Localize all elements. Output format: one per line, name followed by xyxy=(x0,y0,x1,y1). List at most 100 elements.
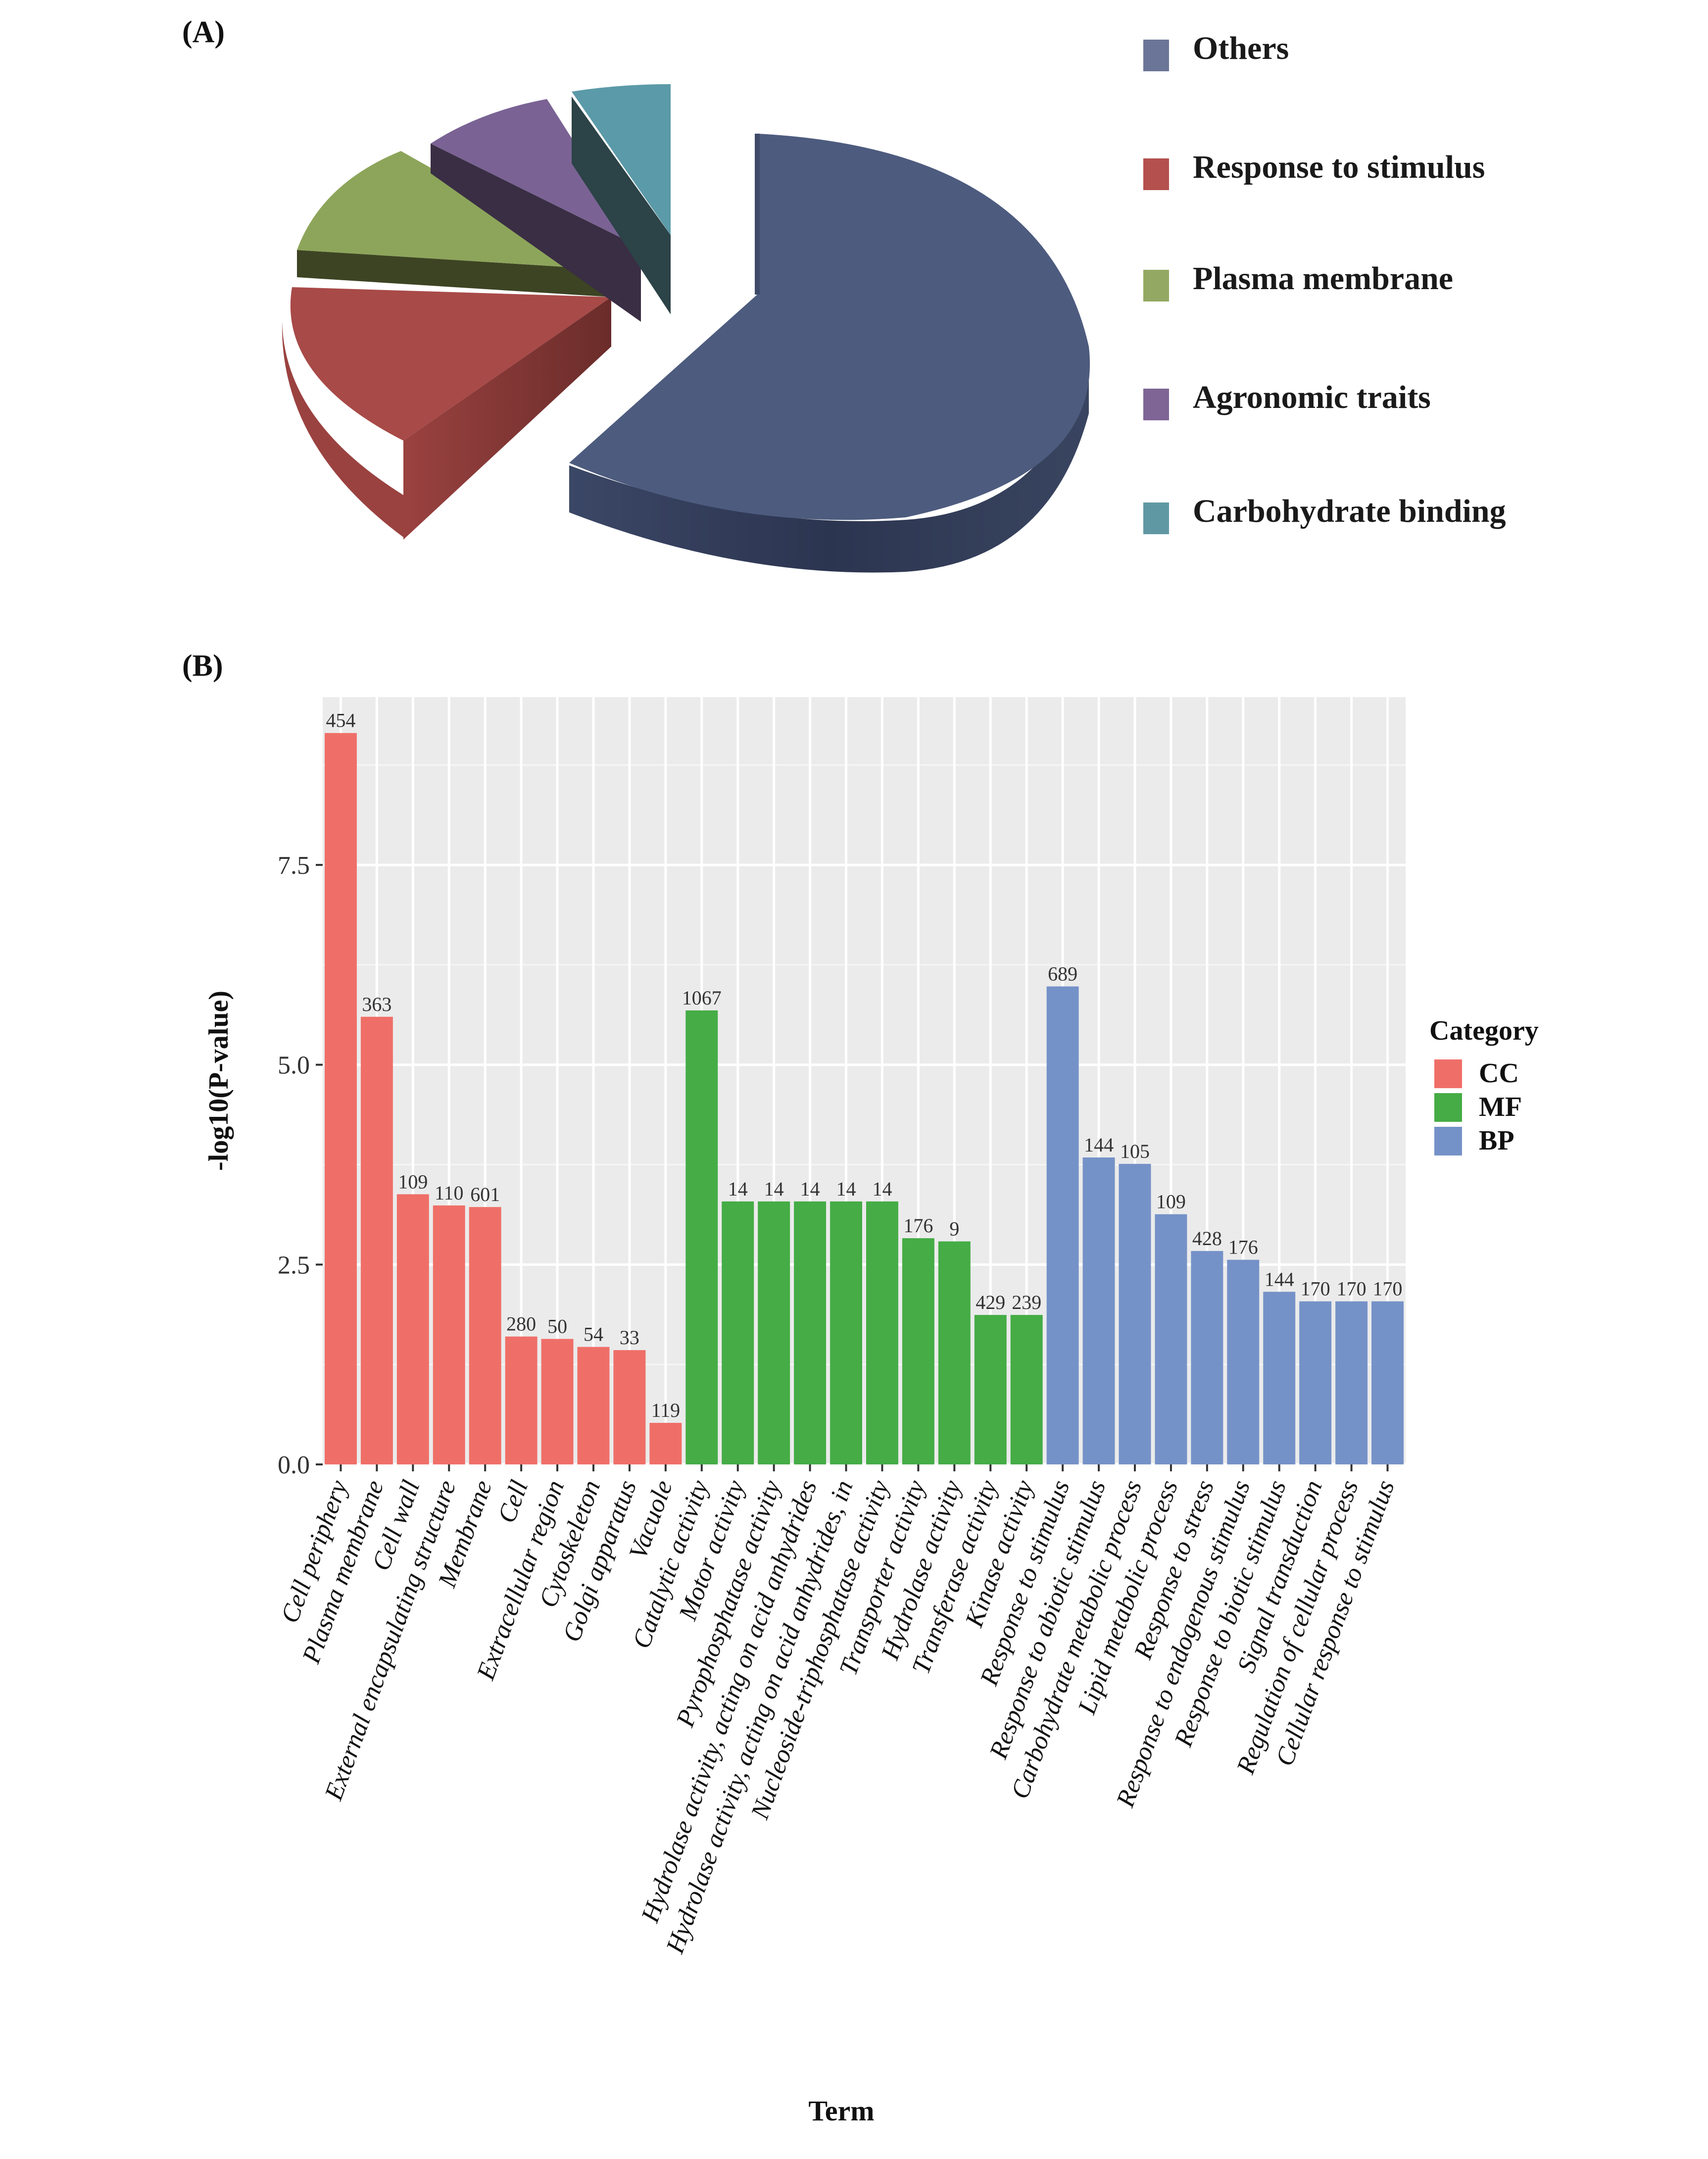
bar-data-label: 280 xyxy=(506,1313,536,1335)
panel-a-label: (A) xyxy=(182,15,225,49)
x-tick-label: Motor activity xyxy=(674,1476,750,1624)
bar-data-label: 601 xyxy=(470,1183,500,1205)
x-tick-label-line: Transporter activity xyxy=(834,1476,931,1679)
x-tick-label: Plasma membrane xyxy=(297,1477,390,1668)
x-tick-label-line: Transferase activity xyxy=(907,1476,1003,1678)
legend-swatch xyxy=(1143,158,1169,190)
legend-title: Category xyxy=(1429,1015,1539,1046)
bar xyxy=(649,1423,682,1464)
x-tick-label: Transporter activity xyxy=(834,1476,931,1679)
bar-data-label: 109 xyxy=(1156,1191,1186,1213)
x-tick-label-line: Plasma membrane xyxy=(297,1477,390,1668)
x-tick-label-line: Vacuole xyxy=(624,1477,678,1563)
y-tick-label: 2.5 xyxy=(278,1251,310,1279)
x-tick-label: Hydrolase activity, acting on acid anhyd… xyxy=(661,1477,859,1958)
x-tick-label: Response to abiotic stimulus xyxy=(984,1477,1111,1763)
x-axis-title: Term xyxy=(808,2095,875,2127)
x-tick-label: Regulation of cellular process xyxy=(1231,1477,1364,1778)
legend-swatch xyxy=(1143,40,1169,71)
x-tick-label-line: Response to biotic stimulus xyxy=(1169,1477,1292,1751)
x-tick-label-line: Regulation of cellular process xyxy=(1231,1477,1364,1778)
bar xyxy=(1335,1301,1368,1464)
x-tick-label: Response to stress xyxy=(1128,1477,1220,1663)
legend-label: BP xyxy=(1479,1125,1514,1156)
x-tick-label-line: Kinase activity xyxy=(960,1476,1039,1631)
bar-data-label: 454 xyxy=(326,709,355,732)
bar xyxy=(613,1350,646,1464)
legend-label: CC xyxy=(1479,1058,1519,1089)
x-tick-label-line: Cell periphery xyxy=(276,1476,353,1627)
bar-data-label: 428 xyxy=(1192,1227,1222,1250)
bar xyxy=(1191,1251,1223,1464)
bar-data-label: 176 xyxy=(903,1214,933,1237)
x-tick-label: Cellular response to stimulus xyxy=(1270,1477,1400,1770)
x-tick-label-line: Nucleoside-triphosphatase activity xyxy=(745,1476,895,1823)
pie-chart xyxy=(282,84,1090,573)
x-tick-label-line: Carbohydrate metabolic process xyxy=(1006,1477,1147,1803)
bar xyxy=(1227,1259,1260,1464)
bar xyxy=(433,1205,465,1464)
x-tick-label: Membrane xyxy=(433,1477,498,1592)
bar-data-label: 14 xyxy=(764,1178,784,1200)
bar-data-label: 689 xyxy=(1048,962,1077,985)
x-tick-label-line: Cellular response to stimulus xyxy=(1270,1477,1400,1770)
x-tick-label-line: Hydrolase activity xyxy=(876,1476,967,1664)
x-tick-label-line: Membrane xyxy=(433,1477,498,1592)
x-tick-label: Nucleoside-triphosphatase activity xyxy=(745,1476,895,1823)
x-tick-label: Golgi apparatus xyxy=(558,1477,642,1646)
bar-data-label: 50 xyxy=(547,1315,567,1338)
bar xyxy=(974,1315,1007,1464)
legend-swatch xyxy=(1143,270,1169,301)
x-tick-label-line: Catalytic activity xyxy=(628,1476,715,1653)
bar xyxy=(938,1241,971,1464)
x-tick-label: Vacuole xyxy=(624,1477,678,1563)
x-tick-label: Response to endogenous stimulus xyxy=(1111,1477,1256,1811)
x-tick-label-line: Cytoskeleton xyxy=(534,1477,606,1611)
bar-data-label: 170 xyxy=(1301,1278,1330,1300)
bar-data-label: 14 xyxy=(836,1178,856,1200)
x-tick-label: Cell wall xyxy=(367,1477,425,1574)
x-tick-label: Kinase activity xyxy=(960,1476,1039,1631)
x-tick-label: Cell periphery xyxy=(276,1476,353,1627)
bar xyxy=(685,1010,718,1464)
bar-data-label: 14 xyxy=(728,1178,748,1200)
legend-item-bp: BP xyxy=(1429,1125,1539,1158)
legend-label: Carbohydrate binding xyxy=(1193,493,1506,529)
x-tick-label-line: Signal transduction xyxy=(1232,1477,1328,1677)
bar-data-label: 363 xyxy=(362,993,391,1015)
x-tick-label: Response to biotic stimulus xyxy=(1169,1477,1292,1751)
x-tick-label: Pyrophosphatase activity xyxy=(671,1476,786,1731)
bar xyxy=(360,1016,393,1464)
bar-data-label: 144 xyxy=(1265,1268,1294,1290)
x-tick-label-line: External encapsulating structure xyxy=(319,1477,461,1805)
bar-data-label: 1067 xyxy=(682,987,722,1009)
pie-slice-agronomic-traits xyxy=(431,99,641,322)
pie-slice-carbohydrate-binding xyxy=(572,84,671,314)
x-tick-label-line: Response to stress xyxy=(1128,1477,1220,1663)
bar-data-label: 14 xyxy=(872,1178,892,1200)
pie-slice-others xyxy=(569,134,1090,573)
x-tick-label-line: Hydrolase activity, acting on acid anhyd… xyxy=(636,1477,823,1927)
bar xyxy=(577,1347,610,1464)
x-tick-label: Catalytic activity xyxy=(628,1476,715,1653)
bar xyxy=(866,1201,898,1464)
y-tick-label: 5.0 xyxy=(278,1052,310,1080)
panel-b-label: (B) xyxy=(182,649,223,683)
x-tick-label: Extracellular region xyxy=(471,1477,570,1684)
x-tick-label: Signal transduction xyxy=(1232,1477,1328,1677)
x-tick-label-line: Cell wall xyxy=(367,1477,425,1574)
bar xyxy=(1263,1292,1296,1464)
bar xyxy=(325,733,357,1464)
x-tick-label: Lipid metabolic process xyxy=(1073,1477,1183,1718)
bar xyxy=(722,1201,754,1464)
x-tick-label-line: Response to abiotic stimulus xyxy=(984,1477,1111,1763)
bar-data-label: 54 xyxy=(584,1323,603,1346)
bar-data-label: 33 xyxy=(620,1326,639,1349)
legend-swatch xyxy=(1143,502,1169,534)
bar-data-label: 176 xyxy=(1228,1236,1258,1258)
bar-data-label: 239 xyxy=(1012,1291,1041,1313)
x-tick-label-line: Motor activity xyxy=(674,1476,750,1624)
bar-data-label: 109 xyxy=(398,1170,428,1193)
bar-data-label: 170 xyxy=(1373,1278,1403,1300)
bar xyxy=(830,1201,862,1464)
